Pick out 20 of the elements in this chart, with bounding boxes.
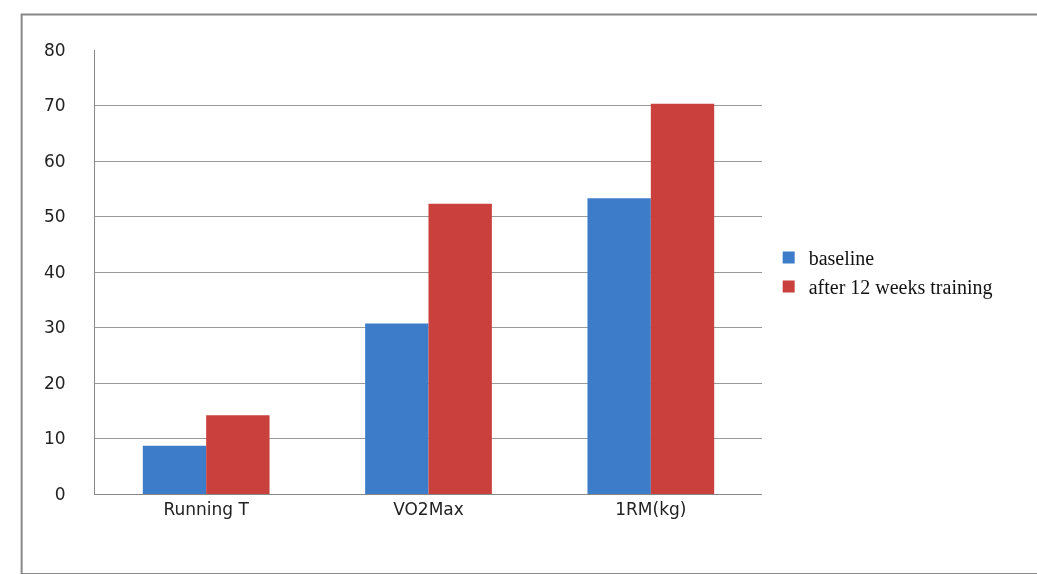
y-tick-label: 10 — [43, 428, 66, 449]
y-tick-label: 80 — [43, 39, 66, 60]
bar — [650, 103, 715, 494]
bar — [587, 198, 651, 494]
bar — [428, 203, 492, 494]
bar — [206, 415, 270, 494]
bar — [142, 445, 207, 494]
bar — [365, 323, 429, 494]
y-tick-label: 70 — [43, 95, 66, 116]
legend-label: baseline — [808, 247, 875, 270]
y-tick-label: 60 — [43, 150, 66, 171]
y-tick-label: 20 — [43, 372, 66, 393]
legend-label: after 12 weeks training — [808, 276, 993, 300]
y-tick-label: 0 — [54, 483, 66, 504]
x-tick-label: Running T — [163, 499, 250, 520]
x-tick-label: 1RM(kg) — [615, 499, 687, 520]
y-tick-label: 50 — [43, 206, 66, 227]
y-tick-label: 30 — [43, 317, 66, 338]
x-tick-label: VO2Max — [393, 499, 464, 520]
y-tick-label: 40 — [43, 261, 66, 282]
